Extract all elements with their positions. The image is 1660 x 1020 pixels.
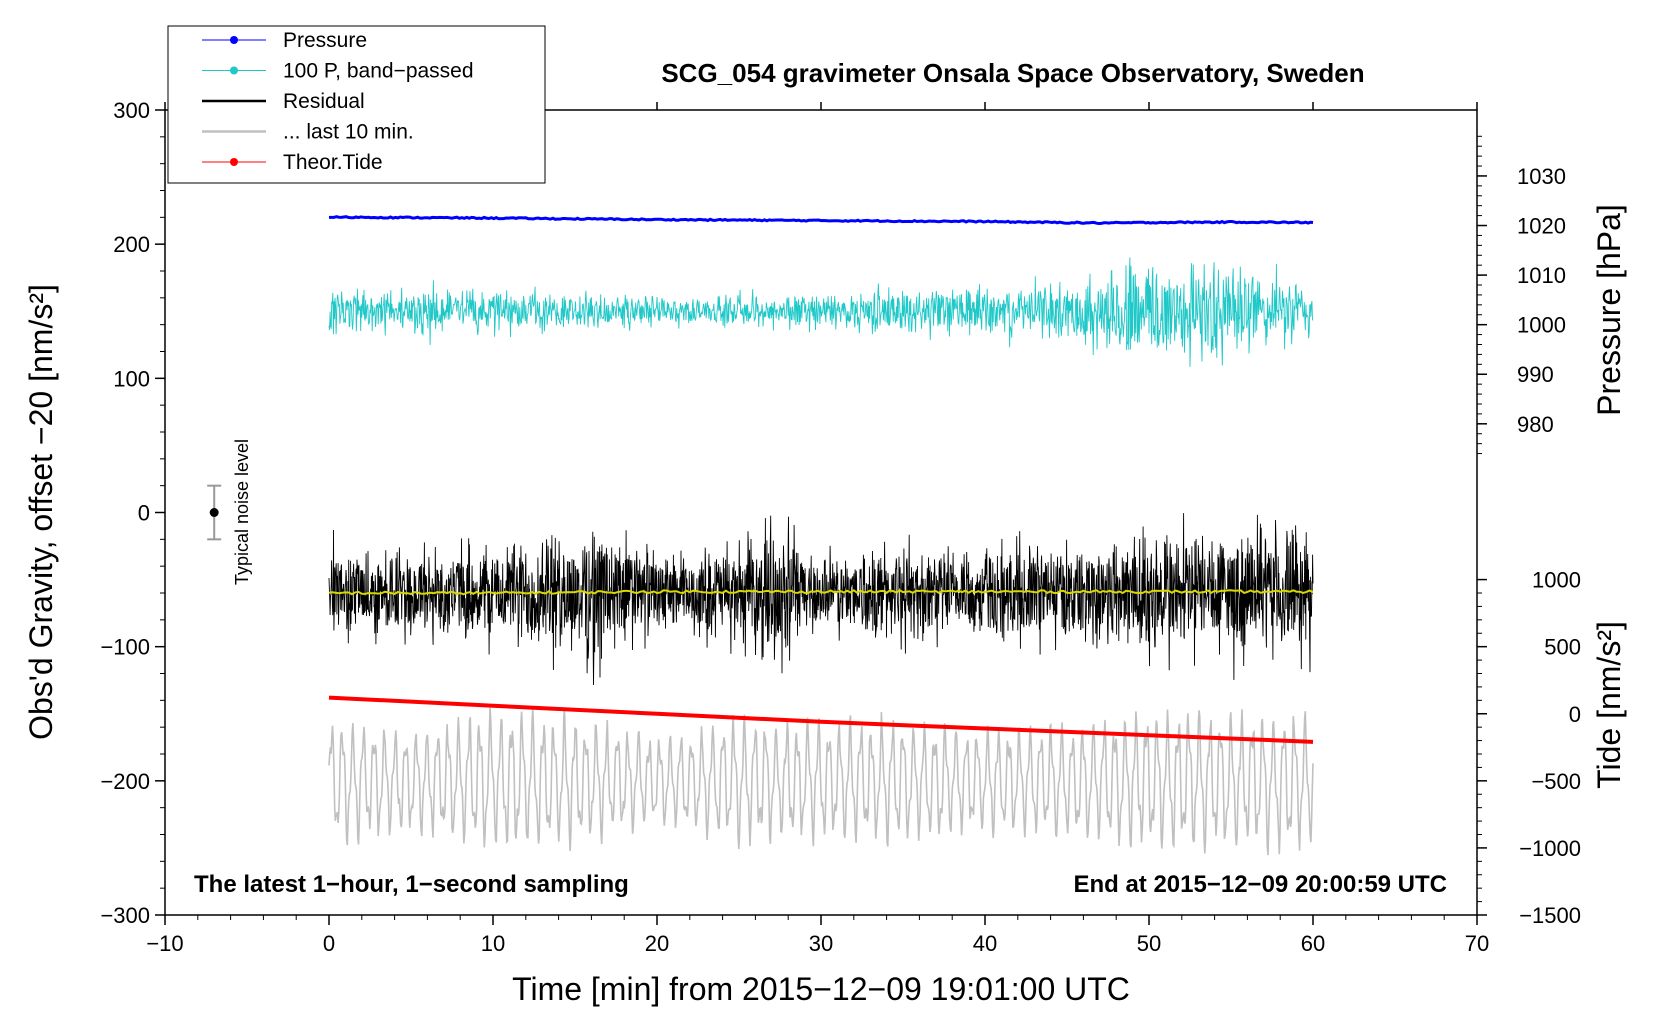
tide-tick-label: 500 — [1544, 635, 1581, 660]
series-tide-line — [328, 695, 1314, 744]
series-residual-smoothed-line — [328, 589, 1314, 596]
legend: Pressure 100 P, band−passed Residual ... la… — [167, 25, 546, 184]
legend-swatch-marker — [230, 66, 238, 75]
series-layer — [328, 215, 1314, 856]
annotation-sampling: The latest 1−hour, 1−second sampling — [194, 871, 629, 898]
tide-tick-label: −1500 — [1519, 903, 1581, 928]
legend-label: Residual — [283, 90, 365, 113]
y-axis-title-left: Obs'd Gravity, offset −20 [nm/s²] — [23, 284, 59, 740]
tide-tick-label: −500 — [1531, 769, 1581, 794]
y-tick-label: 0 — [138, 501, 150, 526]
y-tick-label: −100 — [100, 635, 150, 660]
annotation-end-time: End at 2015−12−09 20:00:59 UTC — [1073, 871, 1447, 898]
legend-swatch-marker — [230, 36, 238, 44]
pressure-tick-label: 1000 — [1517, 313, 1566, 338]
x-tick-label: 60 — [1301, 931, 1325, 956]
noise-label: Typical noise level — [232, 439, 252, 585]
y-tick-label: 200 — [113, 232, 150, 257]
axes-layer: −10 0 10 20 30 40 50 60 703002001000−100−200−300… — [100, 98, 1581, 956]
legend-label: Theor.Tide — [283, 151, 383, 174]
series-pressure-line — [329, 215, 1314, 226]
noise-bar — [207, 484, 222, 541]
y-tick-label: −300 — [100, 903, 150, 928]
pressure-tick-label: 980 — [1517, 412, 1554, 437]
pressure-tick-label: 1030 — [1517, 164, 1566, 189]
series-last-10-min-line — [328, 707, 1314, 856]
legend-label: Pressure — [283, 29, 367, 52]
pressure-tick-label: 1020 — [1517, 214, 1566, 239]
noise-bar-point — [209, 508, 219, 517]
tide-tick-label: −1000 — [1519, 836, 1581, 861]
x-axis-title: Time [min] from 2015−12−09 19:01:00 UTC — [512, 971, 1130, 1007]
y-axis-title-pressure: Pressure [hPa] — [1591, 204, 1627, 416]
x-tick-label: 50 — [1137, 931, 1161, 956]
pressure-tick-label: 1010 — [1517, 263, 1566, 288]
series-band-passed-line — [328, 257, 1314, 367]
tide-tick-label: 0 — [1569, 702, 1581, 727]
pressure-tick-label: 990 — [1517, 362, 1554, 387]
x-tick-label: 0 — [323, 931, 335, 956]
legend-swatch-marker — [230, 158, 238, 166]
tide-tick-label: 1000 — [1532, 568, 1581, 593]
y-tick-label: 100 — [113, 366, 150, 391]
y-tick-label: 300 — [113, 98, 150, 123]
legend-label: ... last 10 min. — [283, 121, 414, 144]
x-tick-label: 30 — [809, 931, 833, 956]
y-axis-title-tide: Tide [nm/s²] — [1591, 621, 1627, 789]
legend-entries: Pressure 100 P, band−passed Residual ... la… — [202, 29, 474, 174]
legend-label: 100 P, band−passed — [283, 60, 474, 83]
x-tick-label: 40 — [973, 931, 997, 956]
x-tick-label: −10 — [146, 931, 183, 956]
y-tick-label: −200 — [100, 769, 150, 794]
legend-box — [167, 25, 546, 184]
x-tick-label: 20 — [645, 931, 669, 956]
x-tick-label: 10 — [481, 931, 505, 956]
noise-indicator: Typical noise level — [207, 439, 252, 585]
chart-title: SCG_054 gravimeter Onsala Space Observat… — [661, 58, 1364, 88]
x-tick-label: 70 — [1465, 931, 1489, 956]
series-residual-line — [328, 513, 1314, 686]
